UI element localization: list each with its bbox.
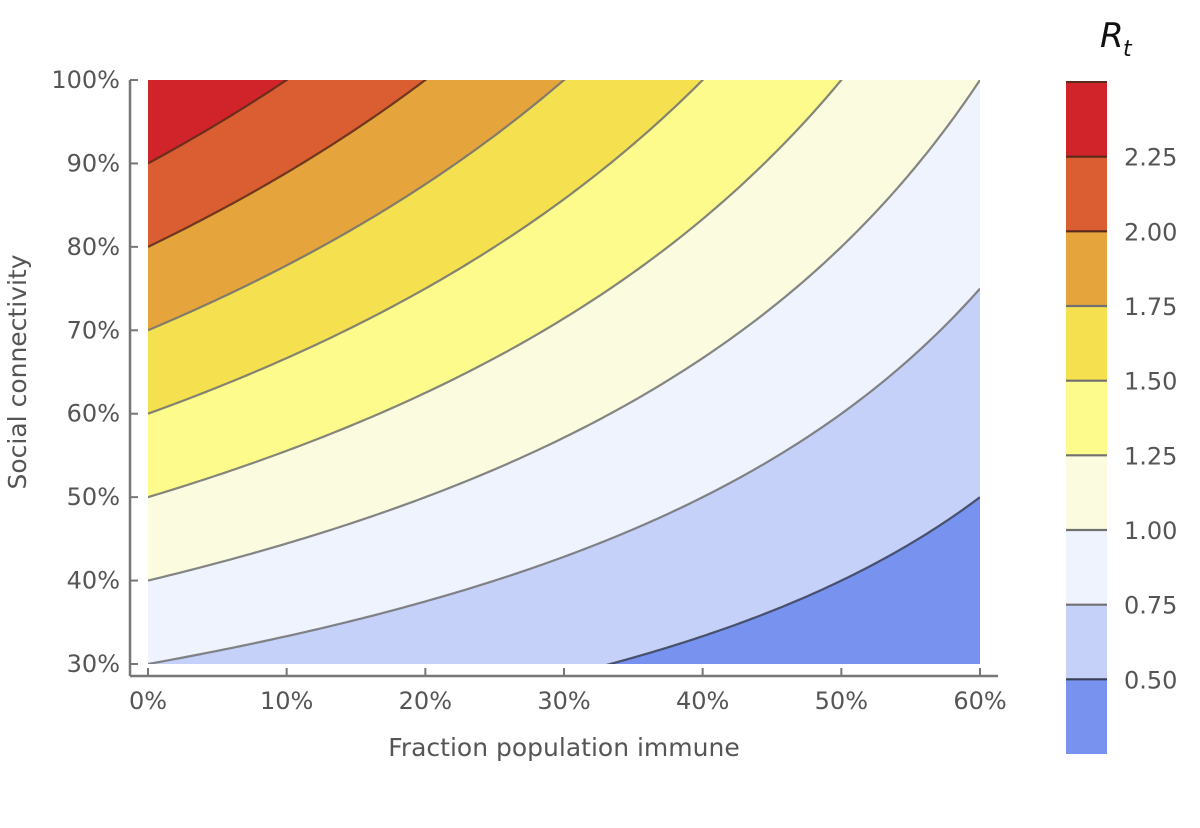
colorbar-tick-label-5: 1.75 [1124, 293, 1177, 321]
colorbar-segment-5 [1066, 306, 1107, 381]
contour-line-4 [148, 80, 705, 415]
x-tick-label-4: 40% [676, 687, 729, 715]
colorbar-segment-3 [1066, 455, 1107, 530]
x-tick-label-1: 10% [260, 687, 313, 715]
colorbar-segment-1 [1066, 604, 1107, 680]
x-axis-ticks: 0% 10% 20% 30% 40% 50% 60% [129, 668, 1007, 715]
y-tick-label-6: 90% [67, 149, 120, 177]
colorbar-tick-label-6: 2.00 [1124, 218, 1177, 246]
contour-line-2 [148, 80, 980, 582]
colorbar-tick-label-0: 0.50 [1124, 666, 1177, 694]
contour-lines [148, 80, 980, 664]
colorbar-tick-label-3: 1.25 [1124, 442, 1177, 470]
x-axis-label: Fraction population immune [388, 733, 739, 762]
colorbar-tick-label-7: 2.25 [1124, 144, 1177, 172]
contour-line-6 [148, 80, 428, 248]
colorbar-segment-0 [1066, 679, 1107, 754]
colorbar-segment-6 [1066, 231, 1107, 306]
colorbar-tick-label-2: 1.00 [1124, 517, 1177, 545]
contour-line-5 [148, 80, 566, 332]
colorbar-title: R t [1100, 16, 1133, 62]
x-tick-label-6: 60% [953, 687, 1006, 715]
x-tick-label-3: 30% [537, 687, 590, 715]
x-tick-label-0: 0% [129, 687, 167, 715]
y-tick-label-1: 40% [67, 567, 120, 595]
y-tick-label-3: 60% [67, 400, 120, 428]
contour-line-1 [148, 287, 980, 664]
colorbar-title-sub: t [1123, 37, 1133, 62]
y-axis-ticks: 30% 40% 50% 60% 70% 80% 90% 100% [51, 66, 138, 678]
y-tick-label-0: 30% [67, 650, 120, 678]
colorbar-segment-8 [1066, 82, 1107, 157]
y-tick-label-7: 100% [51, 66, 120, 94]
y-axis-label: Social connectivity [3, 254, 32, 489]
colorbar-tick-label-1: 0.75 [1124, 592, 1177, 620]
contour-line-3 [148, 80, 843, 499]
colorbar-segment-7 [1066, 156, 1107, 232]
colorbar-segment-2 [1066, 530, 1107, 605]
colorbar-title-main: R [1100, 16, 1124, 56]
colorbar: 0.50 0.75 1.00 1.25 1.50 1.75 2.00 2.25 [1066, 81, 1177, 754]
contour-band-8 [148, 80, 287, 164]
contour-line-0 [606, 496, 980, 664]
x-tick-label-2: 20% [399, 687, 452, 715]
contour-bands [148, 80, 980, 664]
y-tick-label-4: 70% [67, 316, 120, 344]
x-tick-label-5: 50% [815, 687, 868, 715]
y-tick-label-5: 80% [67, 233, 120, 261]
y-tick-label-2: 50% [67, 483, 120, 511]
colorbar-segment-4 [1066, 380, 1107, 456]
colorbar-tick-label-4: 1.50 [1124, 368, 1177, 396]
